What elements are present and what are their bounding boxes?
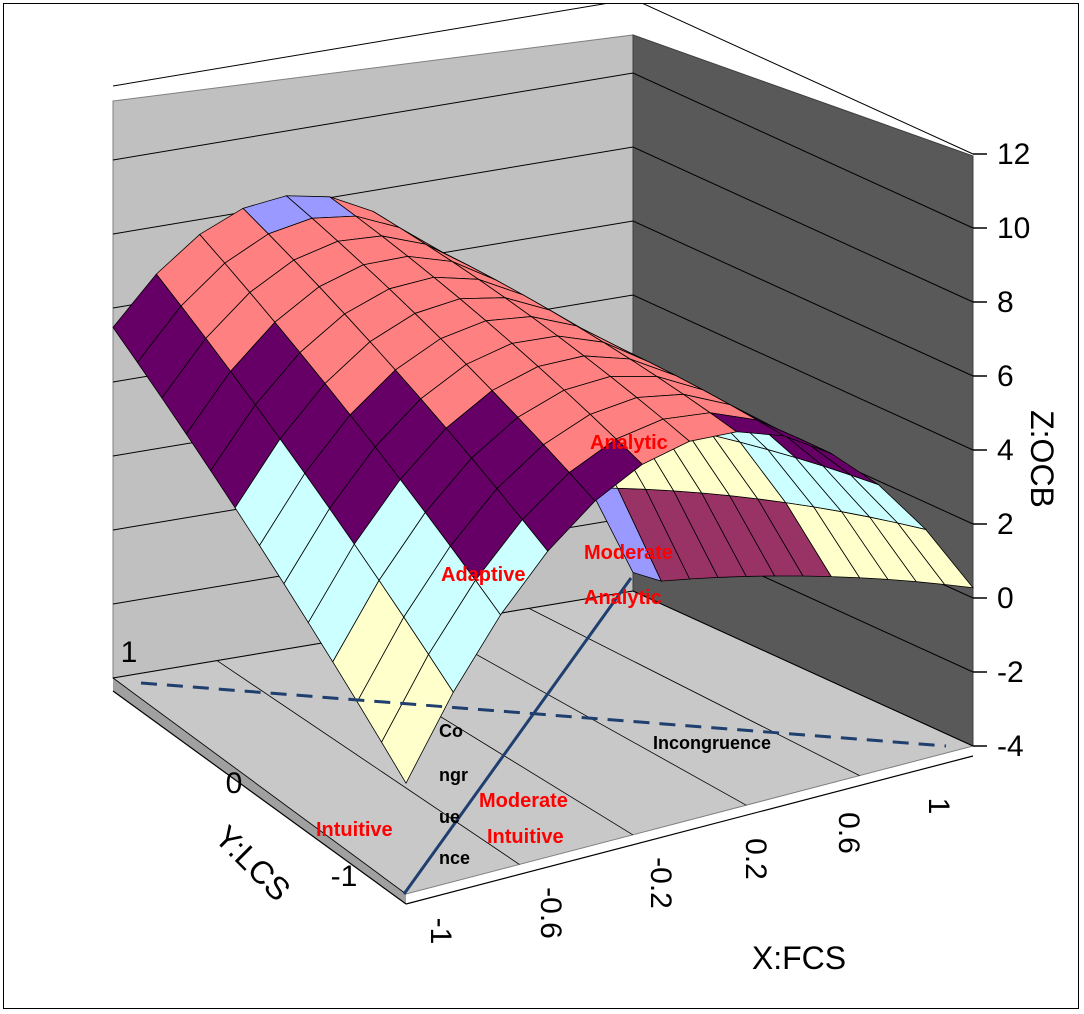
y-tick-label: 1 <box>121 636 138 669</box>
incongruence-line <box>140 681 947 748</box>
floor-gridline <box>424 625 747 806</box>
z-tick-label: 6 <box>997 360 1014 393</box>
y-tick-label: 0 <box>226 767 243 800</box>
y-axis: 1 0 -1 <box>112 636 407 905</box>
floor-gridline <box>528 608 860 776</box>
wall-gridline <box>112 72 974 229</box>
label-congruence-4: nce <box>439 848 470 868</box>
label-congruence-2: ngr <box>439 765 468 785</box>
z-tick-label: -4 <box>997 730 1024 763</box>
z-tick-label: 12 <box>997 138 1030 171</box>
y-axis-line <box>112 690 407 905</box>
label-congruence-1: Co <box>439 721 463 741</box>
wall-gridline <box>112 4 974 155</box>
z-axis-ticks: 12 10 8 6 4 2 0 -2 -4 <box>973 138 1030 763</box>
x-axis-line <box>405 755 974 905</box>
y-axis-title: Y:LCS <box>208 818 298 908</box>
surface-mesh <box>112 195 974 784</box>
label-adaptive: Adaptive <box>441 564 525 586</box>
z-tick-label: -2 <box>997 656 1024 689</box>
label-intuitive: Intuitive <box>316 819 393 841</box>
label-incongruence: Incongruence <box>653 733 771 753</box>
z-tick-label: 2 <box>997 508 1014 541</box>
z-tick-label: 0 <box>997 582 1014 615</box>
label-moderate-analytic-1: Moderate <box>584 542 673 564</box>
x-tick-label: 1 <box>922 798 955 815</box>
label-analytic: Analytic <box>590 432 668 454</box>
floor-gridline <box>112 677 407 895</box>
z-axis-title: Z:OCB <box>1024 410 1060 508</box>
z-tick-label: 4 <box>997 434 1014 467</box>
x-tick-label: -0.2 <box>644 857 677 909</box>
label-moderate-intuitive-2: Intuitive <box>487 826 564 848</box>
x-tick-label: 0.6 <box>832 812 865 854</box>
floor-gridline <box>216 660 520 865</box>
label-moderate-intuitive-1: Moderate <box>479 790 568 812</box>
x-tick-label: 0.2 <box>739 838 772 880</box>
z-tick-label: 10 <box>997 212 1030 245</box>
x-tick-label: -1 <box>424 918 457 945</box>
x-axis: -1 -0.6 -0.2 0.2 0.6 1 <box>405 755 974 945</box>
chart-frame: 12 10 8 6 4 2 0 -2 -4 1 0 -1 -1 -0.6 -0.2 0.2 0.6 1 Ana… <box>3 3 1079 1009</box>
floor-gridline <box>632 590 974 747</box>
congruence-line <box>402 577 633 895</box>
surface-patch <box>381 653 454 784</box>
y-tick-label: -1 <box>331 860 358 893</box>
x-tick-label: -0.6 <box>534 887 567 939</box>
x-axis-title: X:FCS <box>752 940 846 976</box>
left-base <box>113 678 406 904</box>
label-moderate-analytic-2: Analytic <box>584 587 662 609</box>
z-tick-label: 8 <box>997 286 1014 319</box>
label-congruence-3: ue <box>439 807 460 827</box>
